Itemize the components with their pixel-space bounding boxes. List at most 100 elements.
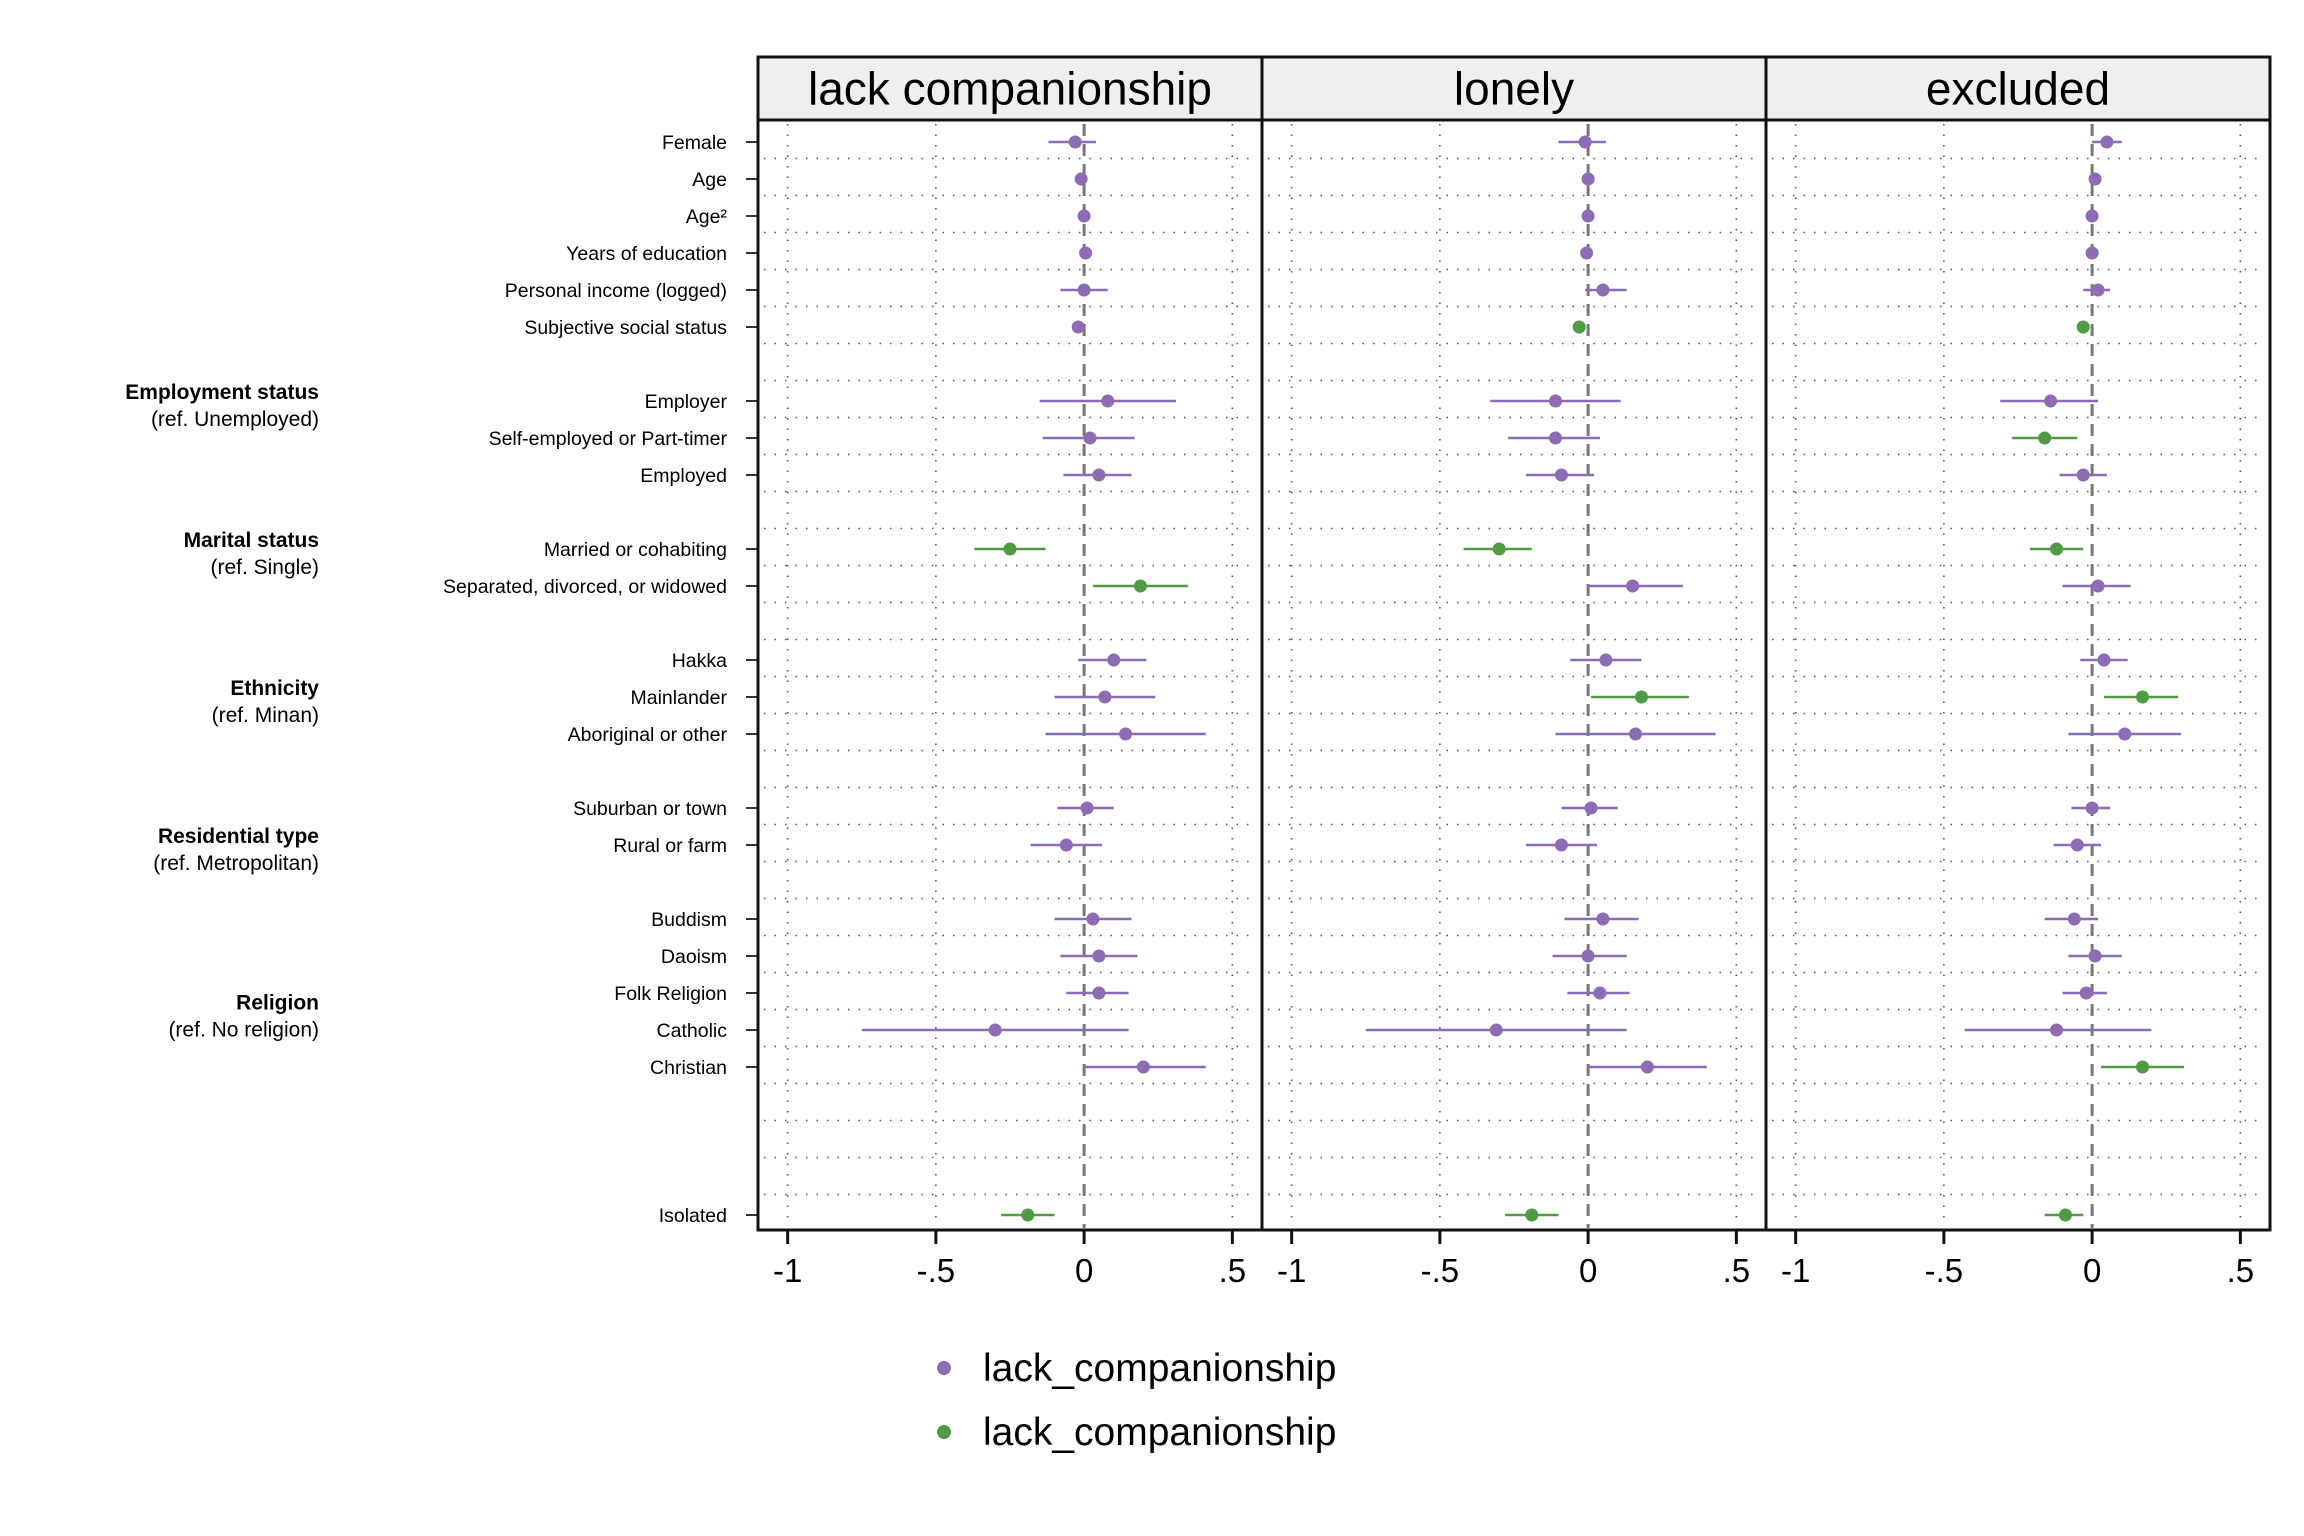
point-estimate [2044,394,2058,408]
point-estimate [1554,838,1568,852]
row-label: Buddism [651,909,727,931]
point-estimate [2038,431,2052,445]
point-estimate [2088,172,2102,186]
grid-lines [764,124,2264,1226]
row-label: Female [662,132,727,154]
row-label: Married or cohabiting [544,539,727,561]
point-estimate [2050,1023,2064,1037]
panel-frame [1764,118,2272,1232]
panel-strip [1260,55,1768,122]
point-estimate [1629,727,1643,741]
point-estimate [1059,838,1073,852]
panel-title-0: lack companionship [808,63,1212,115]
point-estimate [1580,246,1594,260]
point-estimate [1596,283,1610,297]
series-lack-companionship [861,135,1206,1222]
legend-label: lack_companionship [983,1411,1336,1454]
x-tick-label: 0 [1075,1252,1093,1289]
x-tick-label: .5 [1219,1252,1247,1289]
row-label: Suburban or town [573,798,727,820]
point-estimate [1107,653,1121,667]
row-label: Employer [645,391,728,413]
point-estimate [1599,653,1613,667]
point-estimate [1549,431,1563,445]
point-estimate [2136,1060,2150,1074]
group-title: Residential type [158,825,319,848]
group-title: Marital status [184,529,319,552]
series-lonely [1365,135,1716,1222]
point-estimate [1083,431,1097,445]
point-estimate [2100,135,2114,149]
point-estimate [1584,801,1598,815]
row-label: Self-employed or Part-timer [489,428,728,450]
point-estimate [1489,1023,1503,1037]
x-tick-label: -1 [1277,1252,1306,1289]
point-estimate [1080,801,1094,815]
point-estimate [1525,1208,1539,1222]
point-estimate [1640,1060,1654,1074]
row-label: Isolated [659,1205,727,1227]
point-estimate [988,1023,1002,1037]
point-estimate [2088,949,2102,963]
x-tick-label: -1 [773,1252,802,1289]
row-label: Christian [650,1057,727,1079]
panel-frame [1260,118,1768,1232]
row-label: Rural or farm [613,835,727,857]
point-estimate [2091,579,2105,593]
point-estimate [1572,320,1586,334]
point-estimate [2070,838,2084,852]
x-tick-label: .5 [1723,1252,1751,1289]
group-title: Employment status [125,381,319,404]
legend-marker [937,1425,951,1439]
legend-marker [937,1361,951,1375]
row-label: Years of education [566,243,727,265]
group-title: Ethnicity [230,677,319,700]
group-reference: (ref. Minan) [212,704,319,727]
row-label: Catholic [657,1020,728,1042]
point-estimate [1077,283,1091,297]
series-excluded [1964,135,2185,1222]
point-estimate [2076,320,2090,334]
point-estimate [2091,283,2105,297]
row-label: Folk Religion [614,983,727,1005]
point-estimate [1581,209,1595,223]
row-label: Age² [686,206,728,228]
point-estimate [1071,320,1085,334]
row-label: Separated, divorced, or widowed [443,576,727,598]
group-reference: (ref. Single) [210,556,319,579]
point-estimate [1634,690,1648,704]
point-estimate [1593,986,1607,1000]
point-estimate [1581,949,1595,963]
panel-frame [756,118,1264,1232]
point-estimate [1549,394,1563,408]
point-estimate [2136,690,2150,704]
point-estimate [1596,912,1610,926]
group-title: Religion [236,992,319,1015]
point-estimate [1077,209,1091,223]
point-estimate [1079,246,1093,260]
point-estimate [2097,653,2111,667]
x-tick-label: -1 [1781,1252,1810,1289]
row-label: Personal income (logged) [505,280,727,302]
point-estimate [1092,949,1106,963]
point-estimate [1554,468,1568,482]
x-tick-label: 0 [2083,1252,2101,1289]
panel-title-1: lonely [1454,63,1574,115]
point-estimate [1098,690,1112,704]
panel-title-2: excluded [1926,63,2110,115]
row-label: Hakka [672,650,727,672]
point-estimate [1492,542,1506,556]
point-estimate [1136,1060,1150,1074]
point-estimate [1578,135,1592,149]
row-label: Mainlander [631,687,728,709]
point-estimate [1021,1208,1035,1222]
point-estimate [2067,912,2081,926]
point-estimate [1086,912,1100,926]
group-reference: (ref. Metropolitan) [153,852,319,875]
point-estimate [1003,542,1017,556]
panel-strip [1764,55,2272,122]
point-estimate [2085,801,2099,815]
point-estimate [1092,986,1106,1000]
point-estimate [2058,1208,2072,1222]
point-estimate [1101,394,1115,408]
